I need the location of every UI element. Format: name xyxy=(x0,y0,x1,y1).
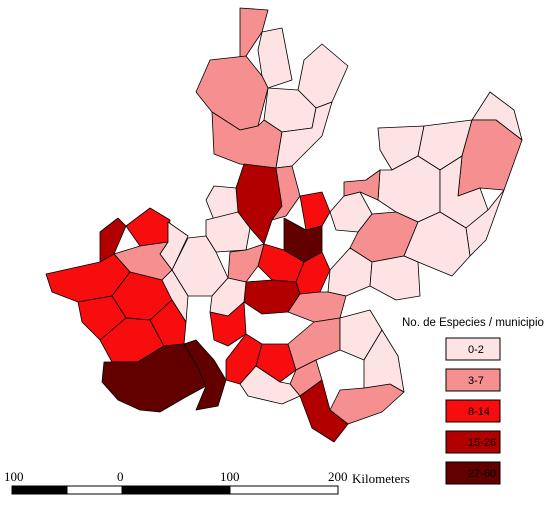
legend-swatch xyxy=(445,430,501,454)
region-c-6[interactable] xyxy=(369,255,421,301)
scale-tick-label: 100 xyxy=(220,469,240,484)
region-s-1[interactable] xyxy=(101,343,207,413)
legend-swatch xyxy=(445,337,501,361)
legend-label: 15-26 xyxy=(468,437,496,449)
scale-tick-label: 100 xyxy=(4,469,24,484)
scale-bar-segment-2 xyxy=(66,485,123,495)
legend-label: 27-60 xyxy=(468,468,496,480)
scale-bar-segment-3 xyxy=(121,485,231,495)
scale-bar: 100 0 100 200 Kilometers xyxy=(4,469,410,495)
legend-swatch xyxy=(445,399,501,423)
region-s-2[interactable] xyxy=(183,339,227,411)
region-s-12[interactable] xyxy=(239,365,301,405)
region-s-10[interactable] xyxy=(329,383,405,425)
region-w-10[interactable] xyxy=(149,299,187,347)
legend-swatch xyxy=(445,461,501,485)
scale-bar-segment-4 xyxy=(229,485,339,495)
region-w-1[interactable] xyxy=(99,217,127,263)
municipality-regions xyxy=(45,7,523,443)
scale-tick-label: 200 xyxy=(328,469,348,484)
region-ne-5[interactable] xyxy=(377,155,441,223)
scale-bar-segment-1 xyxy=(11,485,68,495)
region-cn-4[interactable] xyxy=(299,191,331,231)
region-north-3[interactable] xyxy=(195,55,269,131)
region-cn-3[interactable] xyxy=(271,165,301,221)
scale-tick-label: 0 xyxy=(117,469,124,484)
legend-swatch xyxy=(445,368,501,392)
legend-label: 3-7 xyxy=(468,375,484,387)
legend-label: 8-14 xyxy=(468,406,490,418)
legend-label: 0-2 xyxy=(468,344,484,356)
legend: No. de Especies / municipio 0-2 3-7 8-14 15… xyxy=(402,317,544,485)
scale-unit-label: Kilometers xyxy=(352,471,410,486)
region-w-8[interactable] xyxy=(161,269,189,323)
region-w-2[interactable] xyxy=(125,207,171,247)
region-cn-7[interactable] xyxy=(343,169,381,201)
legend-title: No. de Especies / municipio xyxy=(402,317,544,329)
region-s-11[interactable] xyxy=(363,329,405,393)
region-c-10[interactable] xyxy=(287,291,347,323)
